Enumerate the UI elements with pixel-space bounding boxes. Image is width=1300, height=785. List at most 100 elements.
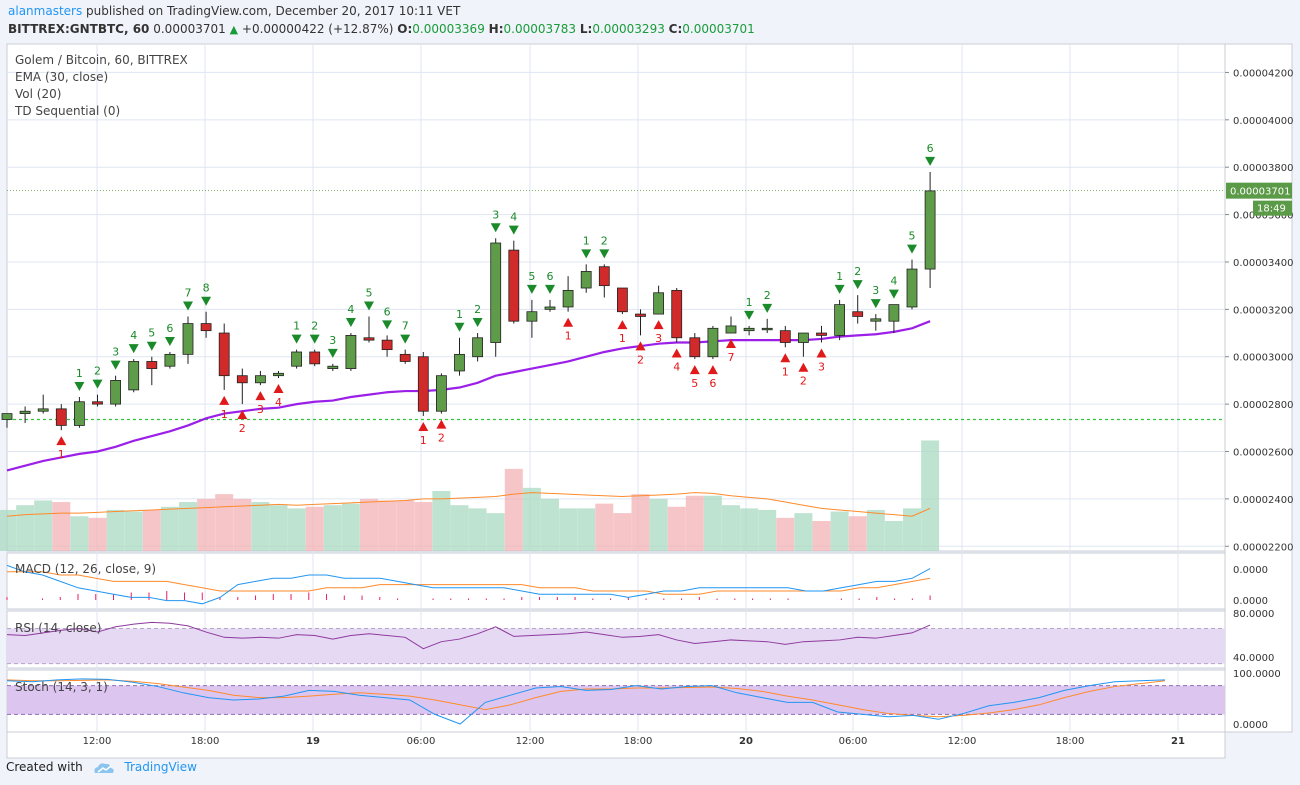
volume-bar xyxy=(414,502,433,551)
stoch-legend[interactable]: Stoch (14, 3, 1) xyxy=(15,680,108,694)
last-price-badge-text: 0.00003701 xyxy=(1230,187,1290,198)
candle-body xyxy=(490,242,502,343)
td-count-label: 5 xyxy=(528,270,535,283)
volume-bar xyxy=(124,511,143,551)
tradingview-link[interactable]: TradingView xyxy=(124,760,197,774)
high-value: 0.00003783 xyxy=(503,22,577,36)
candle-body xyxy=(55,408,67,426)
td-buy-triangle xyxy=(635,341,646,351)
td-sell-triangle xyxy=(454,322,465,332)
candle-body xyxy=(906,268,918,308)
td-legend[interactable]: TD Sequential (0) xyxy=(15,104,121,118)
td-count-label: 1 xyxy=(565,330,572,343)
volume-bar xyxy=(884,521,903,551)
td-count-label: 1 xyxy=(619,332,626,345)
volume-bar xyxy=(450,505,469,551)
low-label: L: xyxy=(579,22,593,36)
up-triangle-icon: ▲ xyxy=(229,23,239,36)
candle-body xyxy=(689,337,701,358)
volume-bar xyxy=(233,498,252,551)
td-buy-triangle xyxy=(653,320,664,330)
volume-bar xyxy=(16,505,35,551)
td-buy-triangle xyxy=(563,317,574,327)
candle-body xyxy=(653,292,664,315)
volume-bar xyxy=(378,500,397,551)
td-count-label: 7 xyxy=(185,286,192,299)
vol-legend[interactable]: Vol (20) xyxy=(15,87,62,101)
td-count-label: 4 xyxy=(510,211,517,224)
td-count-label: 1 xyxy=(58,448,65,461)
cloud-logo-icon xyxy=(94,762,114,773)
candle-body xyxy=(544,306,556,310)
td-count-label: 8 xyxy=(203,282,210,295)
candle-body xyxy=(707,327,719,358)
volume-bar xyxy=(577,508,596,551)
author-link[interactable]: alanmasters xyxy=(8,4,83,18)
time-axis-bg xyxy=(6,731,1226,759)
volume-bar xyxy=(360,498,378,551)
symbol-name: BITTREX:GNTBTC, 60 xyxy=(8,22,150,36)
volume-bar xyxy=(866,509,885,551)
td-sell-triangle xyxy=(364,301,374,311)
td-buy-triangle xyxy=(707,365,718,375)
td-sell-triangle xyxy=(888,289,899,299)
volume-bar xyxy=(486,513,505,551)
volume-bar xyxy=(287,508,306,551)
candle-body xyxy=(327,365,339,369)
macd-legend[interactable]: MACD (12, 26, close, 9) xyxy=(15,562,157,576)
td-count-label: 1 xyxy=(456,308,463,321)
candle-body xyxy=(435,375,447,412)
candle-body xyxy=(399,353,411,362)
candle-body xyxy=(345,335,357,369)
volume-bar xyxy=(215,494,234,551)
chart-title: Golem / Bitcoin, 60, BITTREX xyxy=(15,53,188,67)
td-count-label: 7 xyxy=(402,320,409,333)
td-sell-triangle xyxy=(545,284,555,294)
volume-bar xyxy=(595,503,614,551)
td-sell-triangle xyxy=(870,299,881,309)
x-tick-label: 18:00 xyxy=(624,736,653,747)
td-count-label: 2 xyxy=(601,234,608,247)
td-count-label: 2 xyxy=(239,422,246,435)
candle-body xyxy=(454,353,465,372)
created-with-text: Created with xyxy=(6,760,83,774)
td-sell-triangle xyxy=(599,249,610,259)
publish-header: alanmasters published on TradingView.com… xyxy=(8,4,460,18)
volume-bar xyxy=(179,502,197,551)
td-sell-triangle xyxy=(345,318,356,328)
td-sell-triangle xyxy=(183,301,193,311)
volume-bar xyxy=(396,500,415,551)
rsi-legend[interactable]: RSI (14, close) xyxy=(15,621,102,635)
candle-body xyxy=(200,323,212,332)
candle-body xyxy=(472,337,484,358)
candle-body xyxy=(580,271,592,289)
td-count-label: 6 xyxy=(166,322,173,335)
x-tick-label: 18:00 xyxy=(191,736,220,747)
candle-body xyxy=(779,330,791,343)
td-count-label: 3 xyxy=(492,208,499,221)
high-label: H: xyxy=(488,22,504,36)
last-price: 0.00003701 xyxy=(153,22,226,36)
volume-bar xyxy=(323,505,342,551)
candle-body xyxy=(816,332,827,336)
y-tick-label: 0.00003200 xyxy=(1233,305,1293,316)
candle-body xyxy=(725,325,737,334)
x-tick-label: 12:00 xyxy=(83,736,112,747)
ema-legend[interactable]: EMA (30, close) xyxy=(15,70,109,84)
volume-bar xyxy=(432,491,451,551)
macd-tick-label: 0.0000 xyxy=(1233,565,1268,576)
volume-bar xyxy=(504,468,523,551)
volume-ma-line xyxy=(6,492,931,517)
volume-bar xyxy=(106,509,125,551)
volume-bar xyxy=(631,494,650,551)
td-buy-triangle xyxy=(273,384,284,394)
candle-body xyxy=(128,361,140,391)
td-count-label: 2 xyxy=(94,365,101,378)
td-sell-triangle xyxy=(490,223,501,233)
macd-line xyxy=(6,564,931,605)
x-tick-label: 19 xyxy=(306,736,320,747)
x-tick-label: 06:00 xyxy=(839,736,868,747)
volume-bar xyxy=(703,495,722,551)
last-price-badge xyxy=(1226,182,1292,199)
